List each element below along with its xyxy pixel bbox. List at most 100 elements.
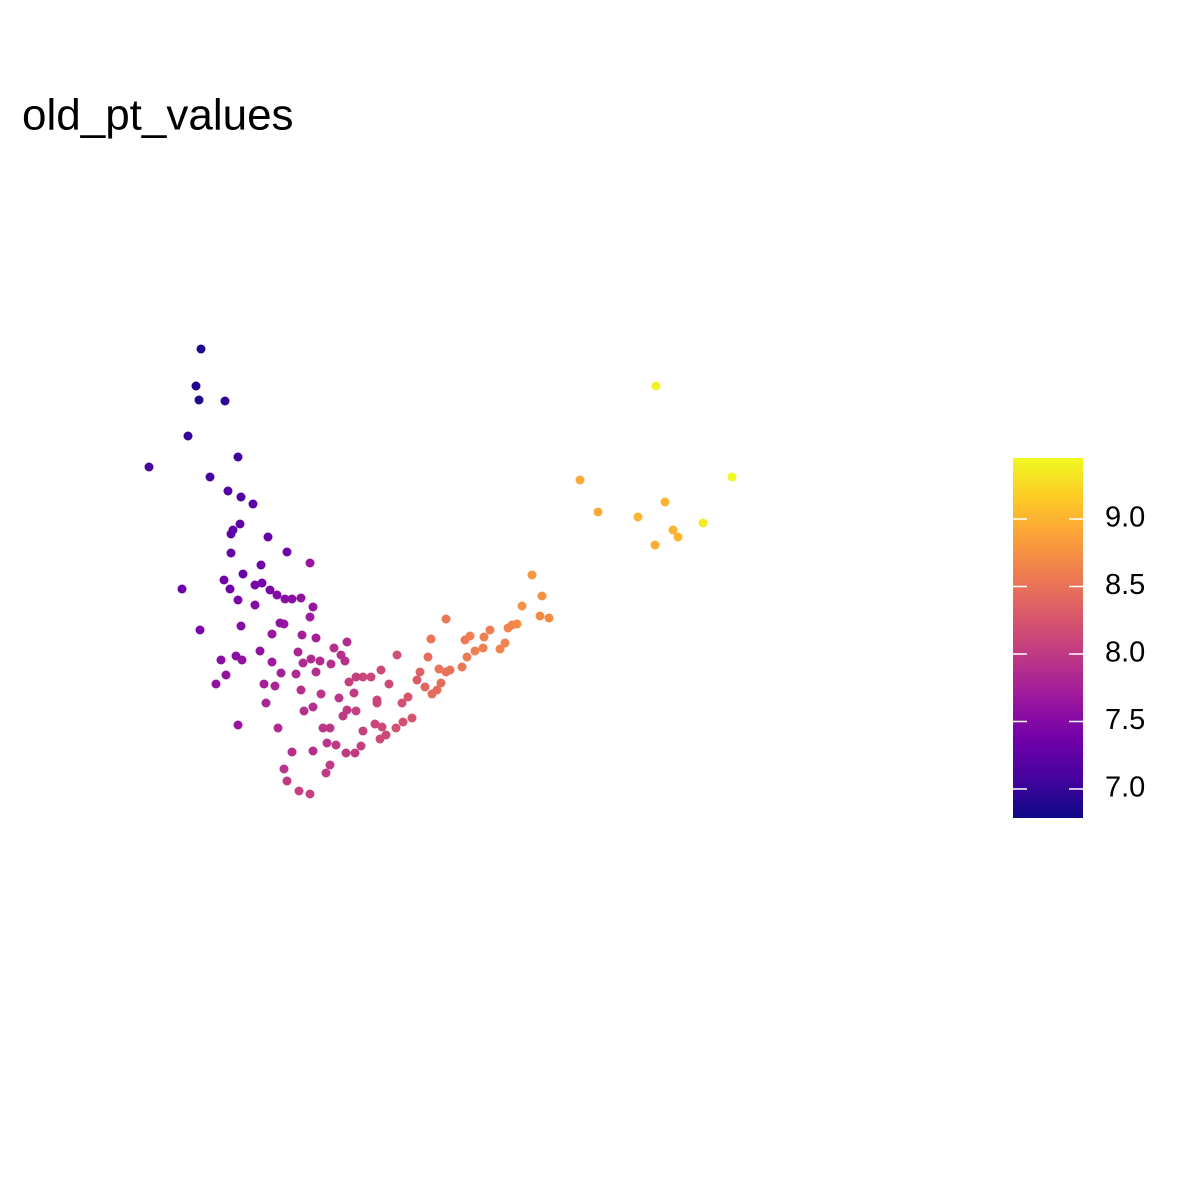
point — [194, 395, 204, 405]
point — [238, 569, 248, 579]
point — [329, 643, 339, 653]
point — [673, 532, 683, 542]
point — [407, 713, 417, 723]
point — [257, 578, 267, 588]
point — [351, 672, 361, 682]
point — [299, 706, 309, 716]
point — [308, 746, 318, 756]
point — [668, 525, 678, 535]
point — [225, 584, 235, 594]
point — [340, 656, 350, 666]
point — [220, 396, 230, 406]
point — [233, 720, 243, 730]
point — [470, 646, 480, 656]
point — [727, 472, 737, 482]
point — [462, 652, 472, 662]
point — [296, 685, 306, 695]
point — [325, 760, 335, 770]
point — [517, 601, 527, 611]
point — [280, 594, 290, 604]
point — [535, 611, 545, 621]
point — [651, 381, 661, 391]
point — [223, 486, 233, 496]
point — [237, 655, 247, 665]
point — [195, 625, 205, 635]
colorbar-tick-label: 8.5 — [1105, 569, 1145, 601]
point — [350, 748, 360, 758]
point — [297, 630, 307, 640]
point — [527, 570, 537, 580]
point — [391, 723, 401, 733]
point — [478, 643, 488, 653]
point — [216, 655, 226, 665]
point — [305, 558, 315, 568]
point — [276, 668, 286, 678]
point — [306, 654, 316, 664]
point — [322, 738, 332, 748]
point — [485, 625, 495, 635]
point — [279, 764, 289, 774]
point — [366, 672, 376, 682]
point — [287, 747, 297, 757]
colorbar-tick-label: 8.0 — [1105, 637, 1145, 669]
point — [316, 689, 326, 699]
point — [282, 776, 292, 786]
point — [372, 698, 382, 708]
point — [305, 789, 315, 799]
point — [326, 659, 336, 669]
point — [308, 602, 318, 612]
point — [334, 693, 344, 703]
point — [370, 719, 380, 729]
point — [221, 670, 231, 680]
point — [318, 723, 328, 733]
point — [650, 540, 660, 550]
point — [298, 658, 308, 668]
point — [270, 681, 280, 691]
point — [344, 677, 354, 687]
point — [593, 507, 603, 517]
point — [236, 492, 246, 502]
point — [273, 723, 283, 733]
point — [341, 748, 351, 758]
point — [191, 381, 201, 391]
point — [338, 711, 348, 721]
point — [349, 688, 359, 698]
point — [500, 638, 510, 648]
point — [144, 462, 154, 472]
point — [331, 740, 341, 750]
point — [311, 633, 321, 643]
point — [325, 723, 335, 733]
point — [377, 722, 387, 732]
point — [434, 664, 444, 674]
colorbar-tick-label: 7.5 — [1105, 704, 1145, 736]
point — [415, 667, 425, 677]
point — [356, 741, 366, 751]
point — [358, 672, 368, 682]
point — [294, 786, 304, 796]
point — [219, 575, 229, 585]
point — [495, 644, 505, 654]
point — [259, 679, 269, 689]
point — [293, 647, 303, 657]
point — [457, 662, 467, 672]
point — [305, 612, 315, 622]
point — [308, 702, 318, 712]
point — [397, 698, 407, 708]
colorbar-tick-label: 7.0 — [1105, 772, 1145, 804]
point — [342, 637, 352, 647]
point — [698, 518, 708, 528]
colorbar-tick-label: 9.0 — [1105, 502, 1145, 534]
point — [205, 472, 215, 482]
point — [398, 717, 408, 727]
point — [233, 452, 243, 462]
point — [248, 499, 258, 509]
point — [275, 618, 285, 628]
point — [291, 669, 301, 679]
point — [250, 600, 260, 610]
point — [537, 591, 547, 601]
point — [196, 344, 206, 354]
point — [272, 590, 282, 600]
point — [358, 726, 368, 736]
